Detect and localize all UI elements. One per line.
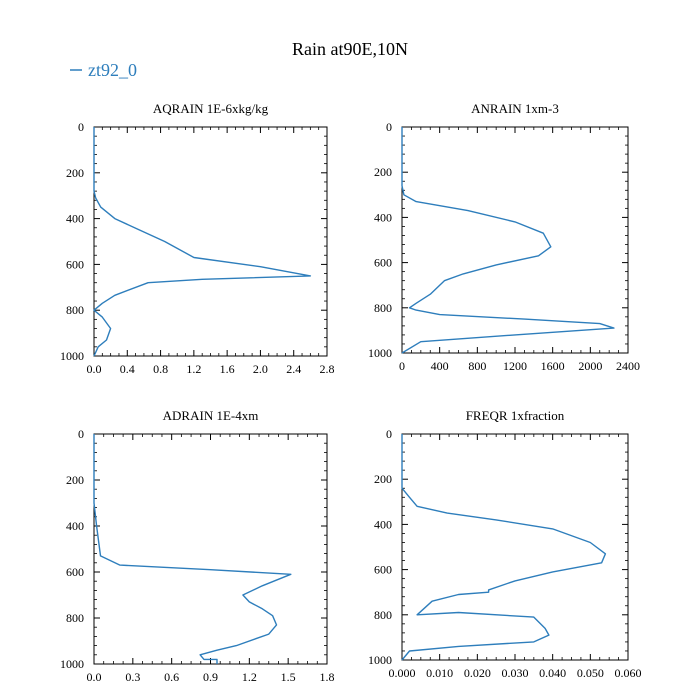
x-tick-label: 0.8 (153, 362, 168, 376)
panel-title: FREQR 1xfraction (466, 408, 565, 423)
x-tick-label: 0.040 (539, 666, 566, 680)
y-tick-label: 1000 (368, 653, 392, 667)
y-tick-label: 200 (66, 166, 84, 180)
x-tick-label: 1.6 (220, 362, 235, 376)
y-tick-label: 600 (374, 256, 392, 270)
x-tick-label: 1200 (503, 359, 527, 373)
x-tick-label: 1.2 (186, 362, 201, 376)
x-tick-label: 2400 (616, 359, 640, 373)
y-tick-label: 400 (66, 519, 84, 533)
x-tick-label: 0.0 (87, 670, 102, 684)
plot-frame (401, 433, 629, 661)
x-tick-label: 1.5 (281, 670, 296, 684)
panel-title: AQRAIN 1E-6xkg/kg (153, 101, 269, 116)
y-tick-label: 800 (66, 303, 84, 317)
plot-frame (93, 126, 328, 357)
x-tick-label: 1.2 (242, 670, 257, 684)
x-tick-label: 0.9 (203, 670, 218, 684)
plot-frame (93, 433, 328, 665)
x-tick-label: 2.0 (253, 362, 268, 376)
x-tick-label: 0.000 (389, 666, 416, 680)
x-tick-label: 1.8 (320, 670, 335, 684)
chart-panel-4: FREQR 1xfraction 0.000 0.010 0.020 0.030 0.04… (368, 408, 642, 680)
y-tick-label: 1000 (368, 346, 392, 360)
x-tick-label: 800 (468, 359, 486, 373)
y-tick-label: 600 (66, 257, 84, 271)
panel-title: ANRAIN 1xm-3 (471, 101, 559, 116)
x-tick-label: 0.020 (464, 666, 491, 680)
y-tick-label: 200 (374, 165, 392, 179)
y-tick-label: 0 (386, 120, 392, 134)
x-tick-label: 2.8 (320, 362, 335, 376)
x-tick-label: 0.3 (125, 670, 140, 684)
x-tick-label: 0.030 (502, 666, 529, 680)
figure-title: Rain at90E,10N (292, 39, 408, 59)
y-tick-label: 1000 (60, 657, 84, 671)
y-tick-label: 0 (78, 427, 84, 441)
x-tick-label: 0.6 (164, 670, 179, 684)
x-tick-label: 0.4 (120, 362, 135, 376)
y-tick-label: 600 (66, 565, 84, 579)
y-tick-label: 600 (374, 563, 392, 577)
y-tick-label: 200 (374, 472, 392, 486)
y-tick-label: 800 (374, 301, 392, 315)
x-tick-label: 2.4 (286, 362, 301, 376)
x-tick-label: 400 (431, 359, 449, 373)
series-line-zt92_0 (401, 127, 615, 354)
series-line-zt92_0 (93, 127, 312, 357)
y-tick-label: 0 (78, 120, 84, 134)
x-tick-label: 2000 (578, 359, 602, 373)
y-tick-label: 400 (374, 517, 392, 531)
x-tick-label: 0.010 (426, 666, 453, 680)
chart-panel-2: ANRAIN 1xm-3 0 400 800 1200 1600 2000 2400 0 200 4… (368, 101, 640, 373)
x-tick-label: 0 (399, 359, 405, 373)
y-tick-label: 800 (374, 608, 392, 622)
x-tick-label: 1600 (541, 359, 565, 373)
legend-label: zt92_0 (88, 60, 137, 80)
series-line-zt92_0 (401, 434, 607, 661)
panel-title: ADRAIN 1E-4xm (163, 408, 259, 423)
x-tick-label: 0.050 (577, 666, 604, 680)
chart-panel-3: ADRAIN 1E-4xm 0.0 0.3 0.6 0.9 1.2 1.5 1.8 0 200 40… (60, 408, 335, 684)
y-tick-label: 400 (374, 210, 392, 224)
y-tick-label: 800 (66, 611, 84, 625)
x-tick-label: 0.060 (615, 666, 642, 680)
chart-panel-1: AQRAIN 1E-6xkg/kg 0.0 0.4 0.8 1.2 1.6 2.0 2.4 2.… (60, 101, 335, 376)
y-tick-label: 0 (386, 427, 392, 441)
chart-panels: AQRAIN 1E-6xkg/kg 0.0 0.4 0.8 1.2 1.6 2.0 2.4 2.… (60, 101, 642, 684)
y-tick-label: 200 (66, 473, 84, 487)
series-line-zt92_0 (93, 434, 292, 664)
y-tick-label: 400 (66, 212, 84, 226)
y-tick-label: 1000 (60, 349, 84, 363)
x-tick-label: 0.0 (87, 362, 102, 376)
